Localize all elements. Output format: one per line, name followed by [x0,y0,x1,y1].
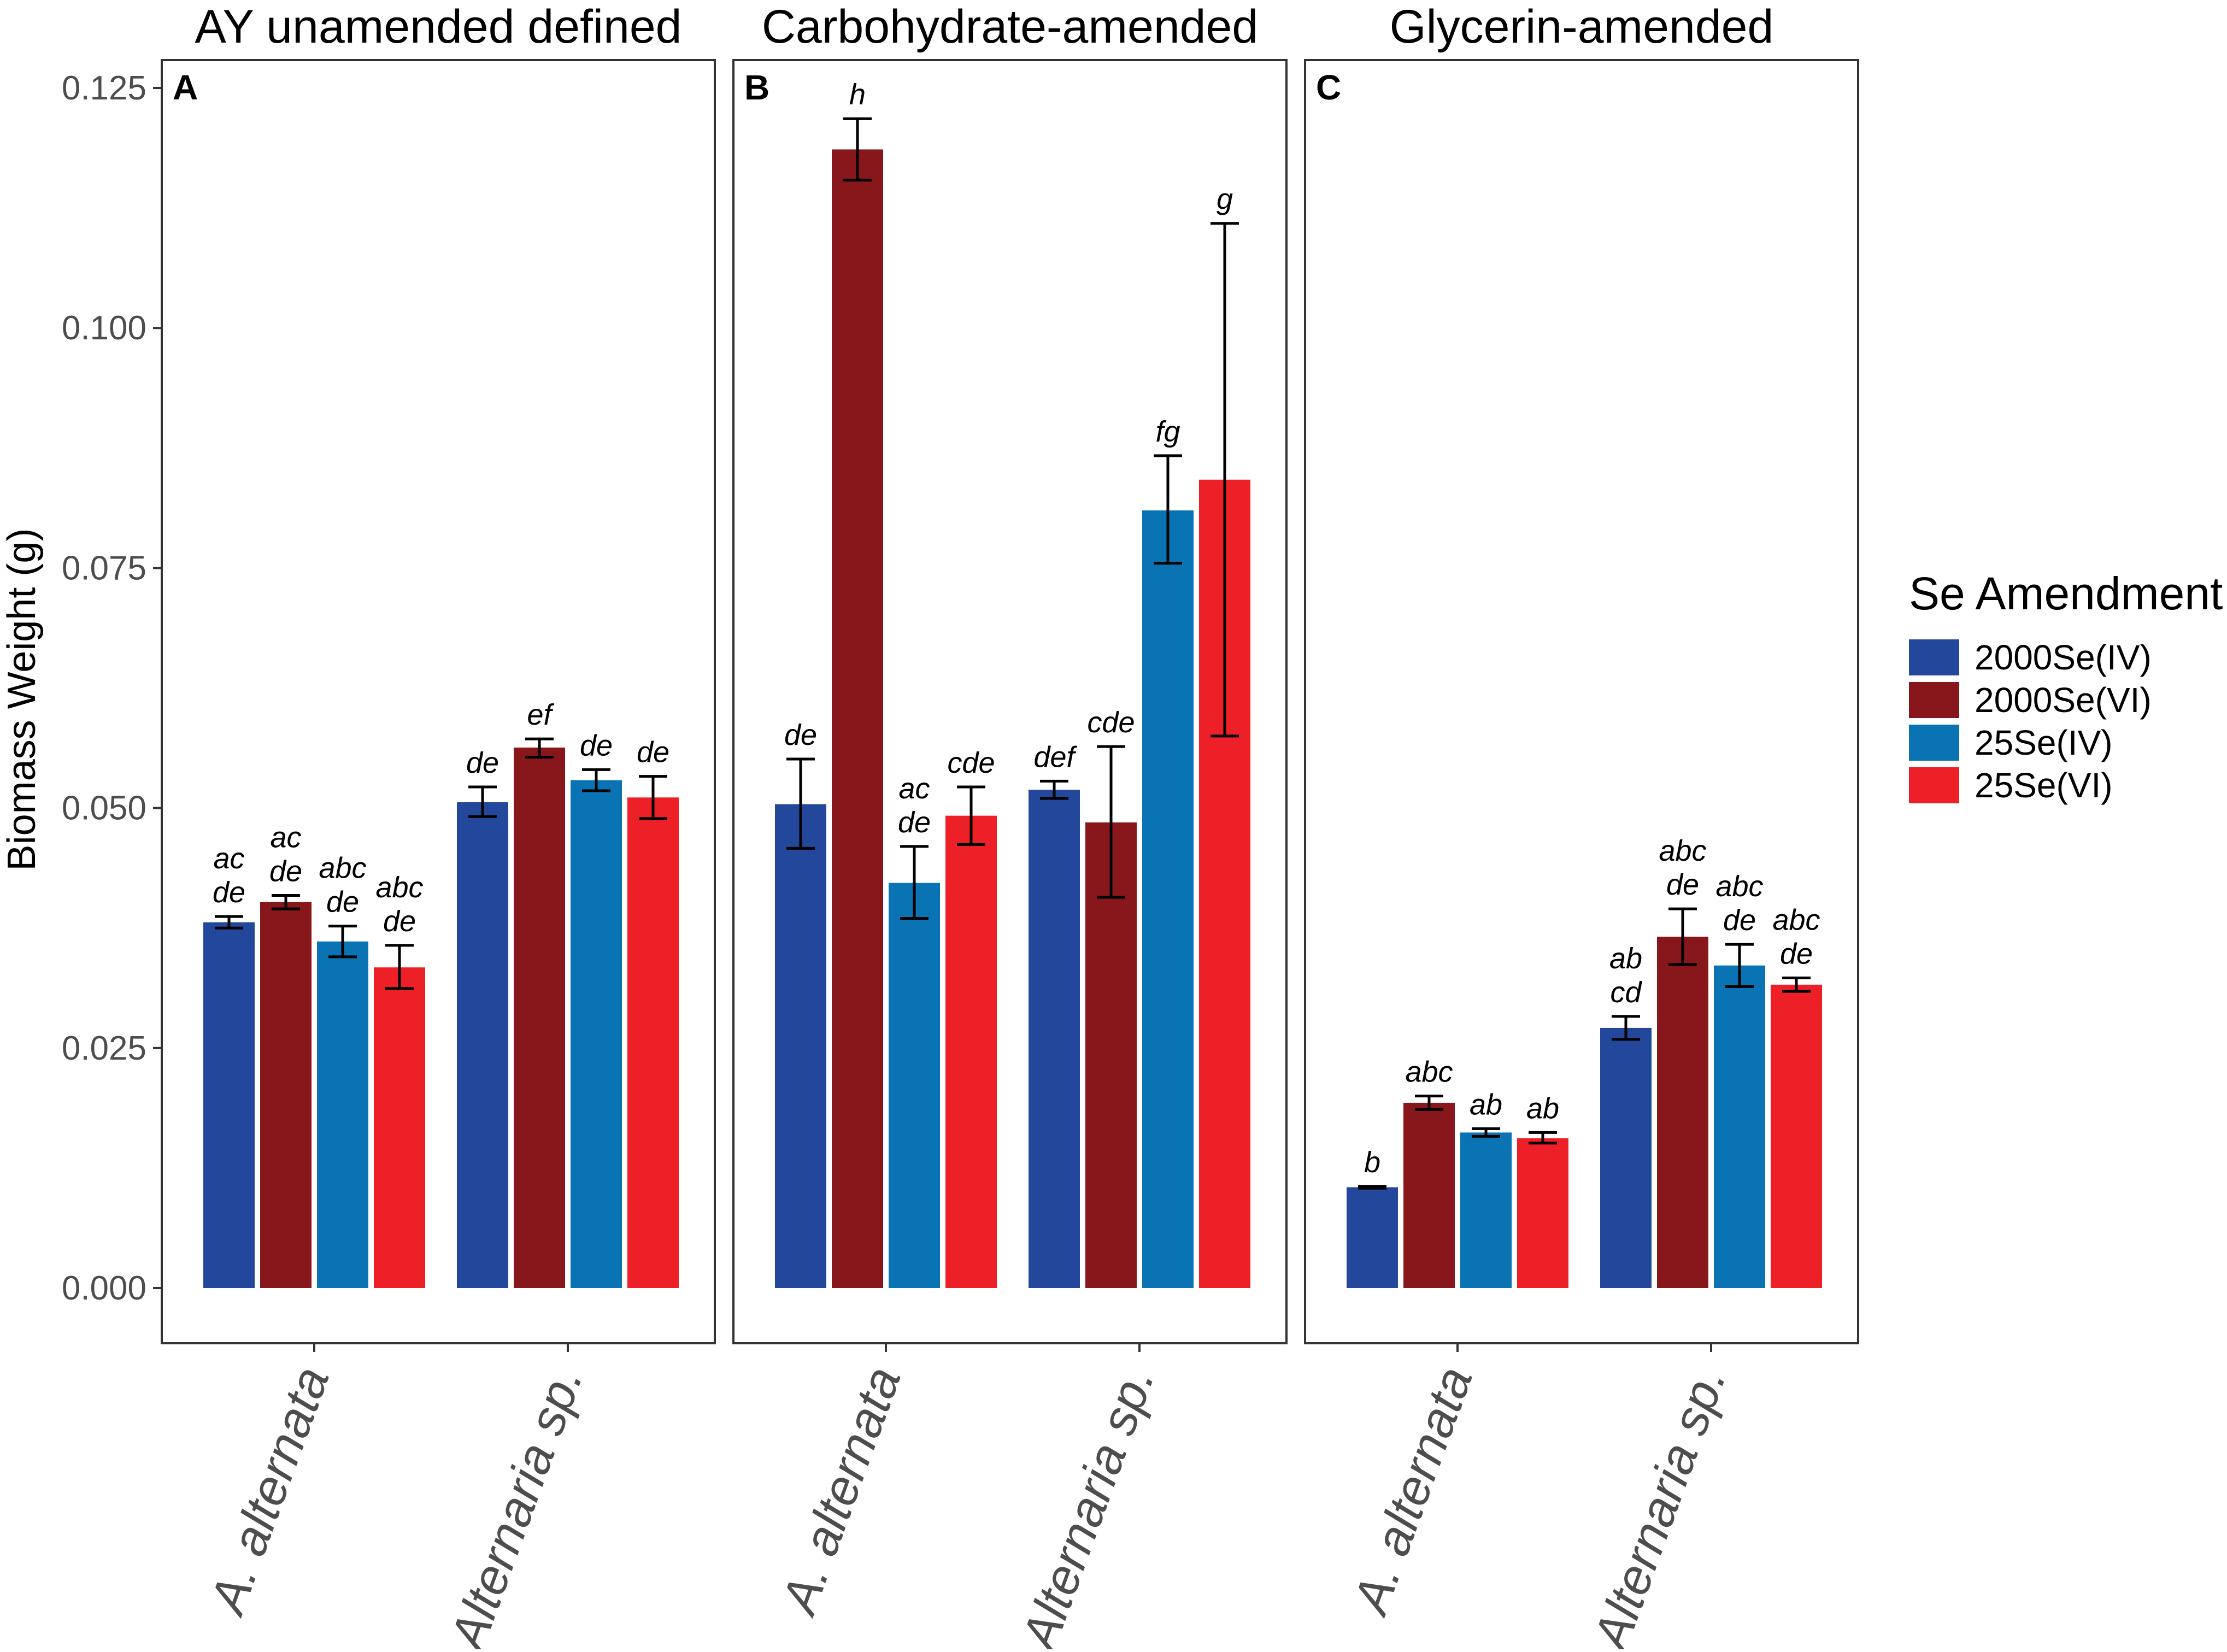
significance-label: de [580,729,613,762]
bar [1085,822,1137,1288]
y-tick-label: 0.050 [62,790,146,827]
significance-label: ef [527,698,554,731]
bar [627,797,679,1288]
significance-label: def [1033,740,1077,773]
panel-border [732,59,1288,1344]
panel-border [1304,59,1859,1344]
bar [1517,1138,1568,1288]
panel-border [161,59,716,1344]
bar [514,747,565,1288]
significance-label: de [637,736,669,769]
significance-label: abc [1405,1056,1453,1089]
significance-label: fg [1155,415,1180,448]
bar [775,804,826,1288]
significance-label: de [269,855,302,887]
bar [832,149,883,1288]
significance-label: de [466,746,499,779]
x-tick-label: Alternaria sp. [1010,1360,1165,1649]
significance-label: cde [1087,706,1135,739]
bar [571,780,622,1288]
significance-label: h [849,78,866,111]
panel-title: AY unamended defined [195,1,682,53]
significance-label: ac [898,772,930,805]
significance-label: de [898,806,931,839]
significance-label: abc [1772,904,1820,937]
y-tick-label: 0.000 [62,1269,146,1307]
bar [1403,1102,1455,1288]
bar [1142,510,1194,1289]
y-tick-label: 0.100 [62,309,146,347]
legend-label: 2000Se(IV) [1975,638,2152,677]
significance-label: de [1780,938,1813,971]
y-tick-label: 0.125 [62,69,146,107]
significance-label: abc [1715,870,1763,903]
legend-label: 25Se(VI) [1975,766,2113,805]
significance-label: de [784,719,817,751]
legend-key [1909,682,1959,718]
legend-label: 25Se(IV) [1975,723,2113,762]
significance-label: abc [1659,834,1706,867]
legend-label: 2000Se(VI) [1975,680,2152,720]
x-tick-label: Alternaria sp. [439,1360,594,1649]
legend-key [1909,767,1959,803]
significance-label: ac [270,821,301,854]
y-tick-label: 0.075 [62,549,146,587]
bar [1600,1027,1652,1288]
significance-label: ab [1609,942,1642,975]
significance-label: ab [1470,1088,1502,1121]
panel-tag: A [173,68,198,107]
significance-label: ab [1526,1092,1559,1125]
significance-label: ac [213,842,244,875]
significance-label: cd [1610,976,1642,1009]
significance-label: cde [947,746,995,779]
bar [889,883,940,1288]
significance-label: de [1723,904,1756,937]
bar [260,902,312,1288]
x-tick-label: Alternaria sp. [1582,1360,1737,1649]
x-tick-label: A. alternata [770,1360,911,1623]
legend-title: Se Amendment [1909,568,2223,619]
legend-key [1909,639,1959,675]
significance-label: g [1217,183,1233,216]
bar [1771,984,1822,1288]
bar [374,967,425,1288]
significance-label: de [213,876,245,909]
panel-title: Carbohydrate-amended [762,1,1258,53]
bar [1657,937,1708,1288]
significance-label: abc [375,871,423,904]
y-axis-title: Biomass Weight (g) [0,528,44,871]
bar [1714,965,1765,1288]
bar [945,815,997,1288]
bar [1347,1187,1398,1288]
significance-label: b [1364,1146,1380,1179]
y-tick-label: 0.025 [62,1030,146,1067]
significance-label: de [1666,868,1699,901]
bar [1029,790,1080,1288]
significance-label: abc [319,852,366,885]
panel-tag: B [744,68,769,107]
significance-label: de [383,905,416,938]
panel-title: Glycerin-amended [1390,1,1774,53]
x-tick-label: A. alternata [198,1360,339,1623]
significance-label: de [326,886,359,919]
bar [1460,1132,1512,1288]
bar [317,941,368,1288]
bar [203,922,255,1288]
bar [457,802,508,1288]
x-tick-label: A. alternata [1342,1360,1483,1623]
legend-key [1909,725,1959,761]
panel-tag: C [1316,68,1341,107]
